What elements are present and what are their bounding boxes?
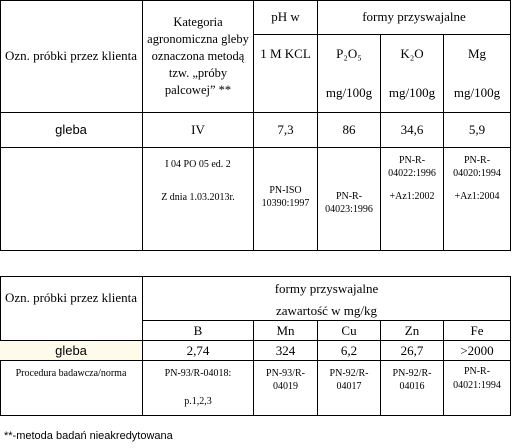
table-frame [0,0,511,251]
cell-text: Procedura badawcza/norma [15,368,127,379]
cell-text: I 04 PO 05 ed. 2 [165,159,231,170]
cell-text: PN-93/R-04018: [164,368,232,379]
header-text: zawartość w mg/kg [275,303,378,318]
header-cell: Ozn. próbki przez klienta [0,0,143,113]
cell-text: +Az1:2002 [389,191,435,202]
header-cell: K₂O [381,35,444,73]
header-cell: B [143,321,254,341]
header-cell: formy przyswajalne [143,276,511,302]
footnote: **-metoda badań nieakredytowana [4,430,173,442]
header-cell: Mg [444,35,511,73]
data-cell: 34,6 [381,113,444,148]
header-text: Ozn. próbki przez klienta [4,290,138,305]
header-text: Mn [276,322,295,338]
header-text: mg/100g [453,84,501,100]
data-cell: PN-R-04021:1994 [444,361,511,416]
header-cell: mg/100g [318,73,381,113]
data-cell: PN-93/R-04019 [254,361,318,416]
data-cell: gleba [0,341,143,361]
header-text: formy przyswajalne [362,9,466,24]
cell-text: PN-R-04021:1994 [453,366,501,391]
header-text: Ozn. próbki przez klienta [4,48,138,63]
header-cell: 1 M KCL [254,35,318,73]
data-cell: 5,9 [444,113,511,148]
data-cell: PN-R-04020:1994 +Az1:2004 [444,148,511,251]
data-cell: 2,74 [143,341,254,361]
header-cell: zawartość w mg/kg [143,302,511,321]
header-text: mg/100g [388,84,436,100]
header-cell: formy przyswajalne [318,0,511,35]
data-cell: 7,3 [254,113,318,148]
data-cell: 6,2 [318,341,381,361]
header-cell: mg/100g [381,73,444,113]
header-cell: pH w [254,0,318,35]
cell-text: +Az1:2004 [454,191,500,202]
data-cell: PN-92/R-04016 [381,361,444,416]
cell-text: gleba [55,122,87,137]
data-cell: Procedura badawcza/norma [0,361,143,416]
cell-text: PN-92/R-04017 [329,368,369,392]
data-cell [0,148,143,251]
cell-text: PN-R-04022:1996 [388,155,436,179]
cell-text: Z dnia 1.03.2013r. [161,192,235,203]
header-text: P₂O₅ [336,46,362,61]
header-cell: Fe [444,321,511,341]
header-text: Fe [470,322,484,338]
cell-text: PN-R-04023:1996 [325,191,373,215]
cell-text: gleba [55,342,87,358]
header-text: B [193,322,203,338]
cell-text: PN-93/R-04019 [266,368,305,392]
data-cell: PN-R-04023:1996 [318,148,381,251]
header-cell: mg/100g [444,73,511,113]
cell-text: 26,7 [400,342,424,358]
cell-text: 86 [342,122,356,137]
cell-text: IV [191,122,205,137]
header-cell: Mn [254,321,318,341]
data-cell: IV [143,113,254,148]
data-cell: 324 [254,341,318,361]
header-text: 1 M KCL [260,46,311,61]
header-text: Cu [341,322,357,338]
header-text: pH w [271,9,300,24]
header-text: Kategoria agronomiczna gleby oznaczona m… [147,14,249,97]
cell-text: PN-ISO 10390:1997 [261,185,310,209]
header-text: formy przyswajalne [274,281,379,296]
cell-text: 324 [275,342,296,358]
data-cell: I 04 PO 05 ed. 2 Z dnia 1.03.2013r. [143,148,254,251]
header-text: Mg [467,46,487,61]
cell-text: 7,3 [277,122,294,137]
data-cell: 86 [318,113,381,148]
header-cell: Ozn. próbki przez klienta [0,276,143,341]
header-cell: Cu [318,321,381,341]
header-cell: Kategoria agronomiczna gleby oznaczona m… [143,0,254,113]
header-text: mg/100g [325,84,373,100]
header-text: Zn [404,322,420,338]
cell-text: >2000 [460,342,494,358]
cell-text: 34,6 [400,122,424,137]
header-cell: Zn [381,321,444,341]
data-cell: PN-ISO 10390:1997 [254,148,318,251]
cell-text: p.1,2,3 [184,396,212,407]
data-cell: PN-R-04022:1996 +Az1:2002 [381,148,444,251]
cell-text: 2,74 [186,342,210,358]
cell-text: 5,9 [468,122,486,137]
data-cell: PN-93/R-04018: p.1,2,3 [143,361,254,416]
cell-text: 6,2 [340,342,358,358]
header-cell [254,73,318,113]
data-cell: gleba [0,113,143,148]
header-text: K₂O [400,46,424,61]
data-cell: >2000 [444,341,511,361]
data-cell: 26,7 [381,341,444,361]
header-cell: P₂O₅ [318,35,381,73]
cell-text: PN-R-04020:1994 [453,155,501,179]
data-cell: PN-92/R-04017 [318,361,381,416]
cell-text: PN-92/R-04016 [392,368,432,392]
